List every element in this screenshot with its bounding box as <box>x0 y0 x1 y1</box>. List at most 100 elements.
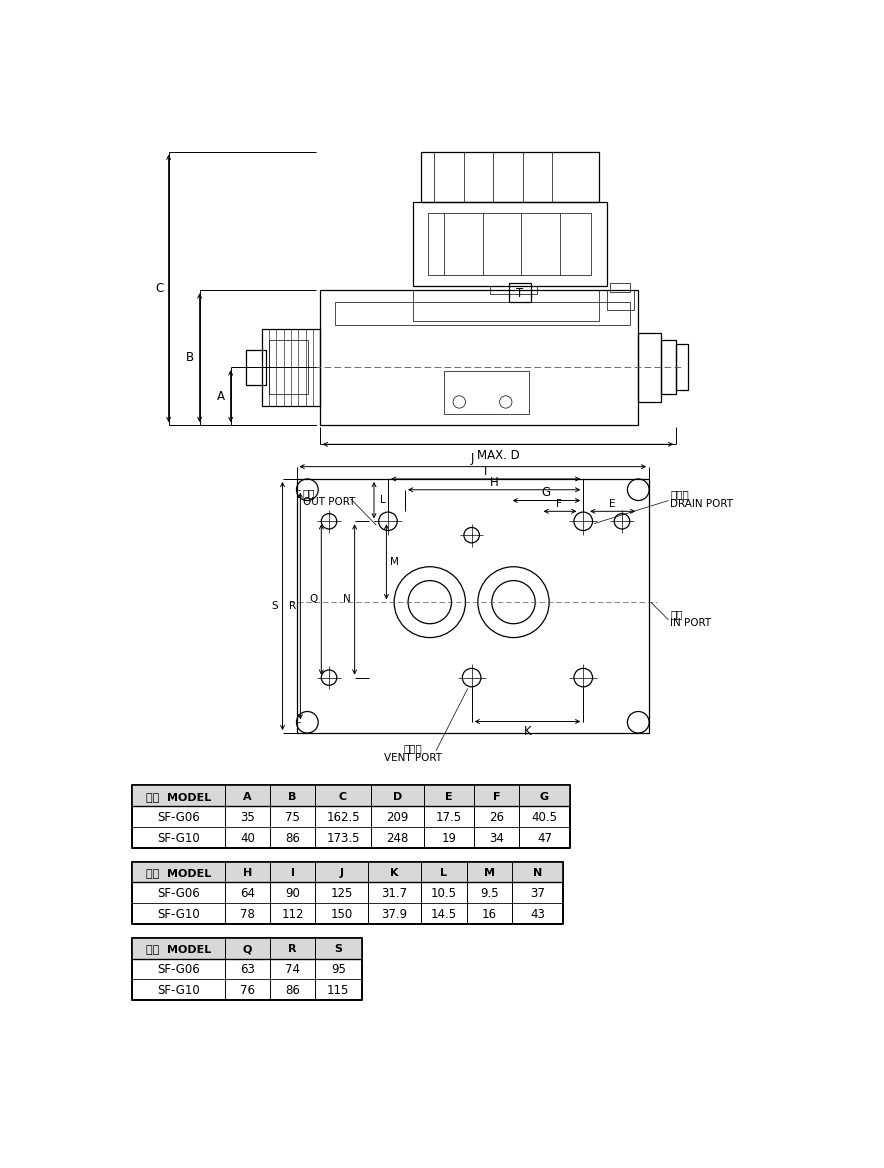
Text: SF-G10: SF-G10 <box>157 985 200 997</box>
Text: 16: 16 <box>482 908 497 920</box>
Text: 95: 95 <box>331 964 346 976</box>
Bar <box>296 479 649 734</box>
Text: 78: 78 <box>240 908 255 920</box>
Text: 74: 74 <box>286 964 301 976</box>
Text: SF-G10: SF-G10 <box>157 908 200 920</box>
Text: 9.5: 9.5 <box>480 888 499 901</box>
Bar <box>133 862 563 883</box>
Text: F: F <box>555 499 561 508</box>
Bar <box>133 785 570 848</box>
Text: G: G <box>540 792 549 801</box>
Text: 209: 209 <box>386 811 408 823</box>
Text: Q: Q <box>309 595 317 605</box>
Text: M: M <box>390 557 399 566</box>
Text: Q: Q <box>243 944 252 954</box>
Text: SF-G10: SF-G10 <box>157 832 200 844</box>
Bar <box>606 291 634 310</box>
Bar <box>509 284 530 301</box>
Text: 14.5: 14.5 <box>431 908 457 920</box>
Text: 入口: 入口 <box>670 609 682 619</box>
Text: 40: 40 <box>240 832 255 844</box>
Text: 40.5: 40.5 <box>531 811 558 823</box>
Bar <box>320 291 637 425</box>
Text: 75: 75 <box>286 811 300 823</box>
Text: 37.9: 37.9 <box>381 908 408 920</box>
Text: 31.7: 31.7 <box>381 888 408 901</box>
Bar <box>270 340 309 395</box>
Text: B: B <box>186 350 194 363</box>
Text: 76: 76 <box>240 985 255 997</box>
Bar <box>133 785 570 806</box>
Text: 173.5: 173.5 <box>326 832 360 844</box>
Text: K: K <box>523 725 531 738</box>
Text: M: M <box>484 868 495 878</box>
Text: 37: 37 <box>530 888 545 901</box>
Bar <box>133 938 362 1000</box>
Text: 26: 26 <box>489 811 504 823</box>
Text: 19: 19 <box>441 832 456 844</box>
Bar <box>262 329 320 405</box>
Text: 10.5: 10.5 <box>431 888 457 901</box>
Text: 35: 35 <box>240 811 255 823</box>
Text: E: E <box>609 499 616 508</box>
Bar <box>133 862 563 924</box>
Text: F: F <box>492 792 500 801</box>
Bar <box>246 349 265 385</box>
Text: R: R <box>289 602 296 611</box>
Text: 86: 86 <box>286 832 300 844</box>
Text: I: I <box>291 868 294 878</box>
Text: 漩流孔: 漩流孔 <box>670 489 689 500</box>
Text: 34: 34 <box>489 832 504 844</box>
Bar <box>413 202 606 286</box>
Text: H: H <box>243 868 252 878</box>
Bar <box>133 938 362 959</box>
Text: SF-G06: SF-G06 <box>157 811 200 823</box>
Text: J: J <box>339 868 344 878</box>
Text: S: S <box>271 602 278 611</box>
Text: 125: 125 <box>331 888 353 901</box>
Text: SF-G06: SF-G06 <box>157 888 200 901</box>
Text: MAX. D: MAX. D <box>476 449 520 461</box>
Text: D: D <box>392 792 402 801</box>
Text: 型式  MODEL: 型式 MODEL <box>146 944 211 954</box>
Text: N: N <box>343 595 351 605</box>
Bar <box>444 371 529 413</box>
Text: SF-G06: SF-G06 <box>157 964 200 976</box>
Text: A: A <box>217 390 225 403</box>
Text: 47: 47 <box>537 832 552 844</box>
Text: J: J <box>471 452 474 465</box>
Text: K: K <box>390 868 399 878</box>
Text: DRAIN PORT: DRAIN PORT <box>670 499 733 508</box>
Text: L: L <box>380 495 386 505</box>
Text: 17.5: 17.5 <box>436 811 461 823</box>
Bar <box>413 291 598 321</box>
Bar <box>491 286 537 294</box>
Text: 64: 64 <box>240 888 255 901</box>
Text: B: B <box>288 792 297 801</box>
Text: L: L <box>440 868 447 878</box>
Bar <box>637 333 660 402</box>
Text: 248: 248 <box>386 832 408 844</box>
Text: 115: 115 <box>327 985 349 997</box>
Text: 43: 43 <box>530 908 545 920</box>
Text: 型式  MODEL: 型式 MODEL <box>146 792 211 801</box>
Text: 162.5: 162.5 <box>326 811 360 823</box>
Text: I: I <box>484 465 487 478</box>
Bar <box>335 301 629 325</box>
Text: 63: 63 <box>240 964 255 976</box>
Text: 90: 90 <box>286 888 300 901</box>
Text: 150: 150 <box>331 908 353 920</box>
Bar <box>428 214 591 274</box>
Text: G: G <box>542 486 551 500</box>
Text: C: C <box>156 281 164 294</box>
Text: 出口: 出口 <box>302 488 316 498</box>
Bar <box>676 345 688 390</box>
Text: OUT PORT: OUT PORT <box>302 498 355 507</box>
Text: N: N <box>533 868 542 878</box>
Text: C: C <box>339 792 347 801</box>
Text: H: H <box>490 475 499 488</box>
Text: E: E <box>445 792 453 801</box>
Bar <box>610 283 629 292</box>
Text: 型式  MODEL: 型式 MODEL <box>146 868 211 878</box>
Bar <box>421 152 598 202</box>
